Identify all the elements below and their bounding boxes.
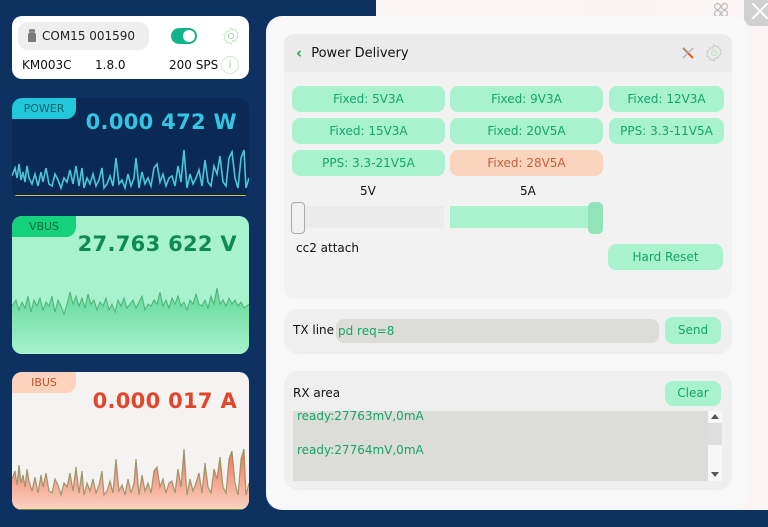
power-tag: POWER bbox=[12, 98, 76, 119]
scroll-thumb[interactable] bbox=[708, 423, 722, 445]
back-chevron-icon[interactable]: ‹ bbox=[296, 44, 303, 62]
com-port-selector[interactable]: COM15 001590 bbox=[18, 22, 149, 50]
ibus-tag: IBUS bbox=[12, 372, 76, 393]
rx-scrollbar[interactable] bbox=[708, 411, 722, 481]
rx-card: RX area Clear ready:27763mV,0mA ready:27… bbox=[284, 371, 732, 490]
tx-input[interactable]: pd req=8 bbox=[336, 319, 659, 343]
sample-rate: 200 SPS bbox=[169, 58, 219, 72]
power-baseline bbox=[12, 195, 249, 196]
pdo-button-fixed-5v3a[interactable]: Fixed: 5V3A bbox=[292, 86, 445, 112]
rx-textarea[interactable]: ready:27763mV,0mA ready:27764mV,0mA bbox=[293, 411, 722, 481]
current-slider-label: 5A bbox=[520, 184, 536, 198]
tools-icon[interactable] bbox=[680, 45, 696, 61]
scroll-up-arrow-icon[interactable] bbox=[711, 414, 719, 419]
pd-header: ‹ Power Delivery bbox=[284, 34, 732, 72]
firmware-version: 1.8.0 bbox=[95, 58, 126, 72]
vbus-tag: VBUS bbox=[12, 216, 76, 237]
cc-status: cc2 attach bbox=[296, 241, 359, 255]
page-title: Power Delivery bbox=[311, 45, 409, 61]
device-model: KM003C bbox=[22, 58, 72, 72]
device-card: COM15 001590 KM003C 1.8.0 200 SPS i bbox=[12, 16, 249, 79]
vbus-waveform bbox=[12, 287, 249, 354]
power-meter: POWER 0.000 472 W bbox=[12, 98, 249, 198]
ibus-waveform bbox=[12, 448, 249, 510]
pdo-button-pps-21v5a[interactable]: PPS: 3.3-21V5A bbox=[292, 150, 445, 176]
vbus-value: 27.763 622 V bbox=[77, 232, 237, 256]
settings-gear-icon[interactable] bbox=[704, 43, 724, 63]
vbus-meter: VBUS 27.763 622 V bbox=[12, 216, 249, 354]
rx-line: ready:27764mV,0mA bbox=[297, 443, 424, 457]
pdo-button-fixed-20v5a[interactable]: Fixed: 20V5A bbox=[450, 118, 603, 144]
connect-toggle[interactable] bbox=[171, 28, 197, 44]
ibus-meter: IBUS 0.000 017 A bbox=[12, 372, 249, 510]
usb-icon bbox=[28, 29, 36, 43]
bottom-strip bbox=[376, 510, 768, 527]
info-icon[interactable]: i bbox=[221, 56, 239, 74]
clear-button[interactable]: Clear bbox=[665, 381, 721, 406]
gear-icon[interactable] bbox=[221, 26, 241, 46]
tx-label: TX line bbox=[293, 323, 335, 337]
scroll-down-arrow-icon[interactable] bbox=[711, 472, 719, 477]
power-waveform bbox=[12, 149, 249, 191]
current-slider-thumb[interactable] bbox=[588, 202, 603, 234]
send-button[interactable]: Send bbox=[665, 317, 721, 344]
ibus-value: 0.000 017 A bbox=[92, 389, 237, 413]
hard-reset-button[interactable]: Hard Reset bbox=[608, 244, 723, 270]
ibus-baseline bbox=[12, 509, 249, 510]
power-delivery-card: ‹ Power Delivery Fixed: 5V3A Fixed: 9V3A… bbox=[284, 34, 732, 299]
tx-card: TX line pd req=8 Send bbox=[284, 309, 732, 354]
pdo-button-fixed-9v3a[interactable]: Fixed: 9V3A bbox=[450, 86, 603, 112]
voltage-slider-label: 5V bbox=[360, 184, 376, 198]
current-slider-track[interactable] bbox=[450, 206, 602, 228]
com-port-label: COM15 001590 bbox=[42, 29, 136, 43]
pdo-button-fixed-15v3a[interactable]: Fixed: 15V3A bbox=[292, 118, 445, 144]
rx-label: RX area bbox=[293, 386, 341, 400]
rx-line: ready:27763mV,0mA bbox=[297, 411, 424, 423]
pdo-button-fixed-12v3a[interactable]: Fixed: 12V3A bbox=[609, 86, 724, 112]
voltage-slider-thumb[interactable] bbox=[291, 202, 305, 234]
main-panel: ‹ Power Delivery Fixed: 5V3A Fixed: 9V3A… bbox=[266, 16, 749, 510]
power-value: 0.000 472 W bbox=[85, 110, 237, 134]
pdo-button-fixed-28v5a[interactable]: Fixed: 28V5A bbox=[450, 150, 603, 176]
close-button[interactable] bbox=[744, 0, 768, 26]
pdo-button-pps-11v5a[interactable]: PPS: 3.3-11V5A bbox=[609, 118, 724, 144]
voltage-slider-track[interactable] bbox=[292, 206, 444, 228]
